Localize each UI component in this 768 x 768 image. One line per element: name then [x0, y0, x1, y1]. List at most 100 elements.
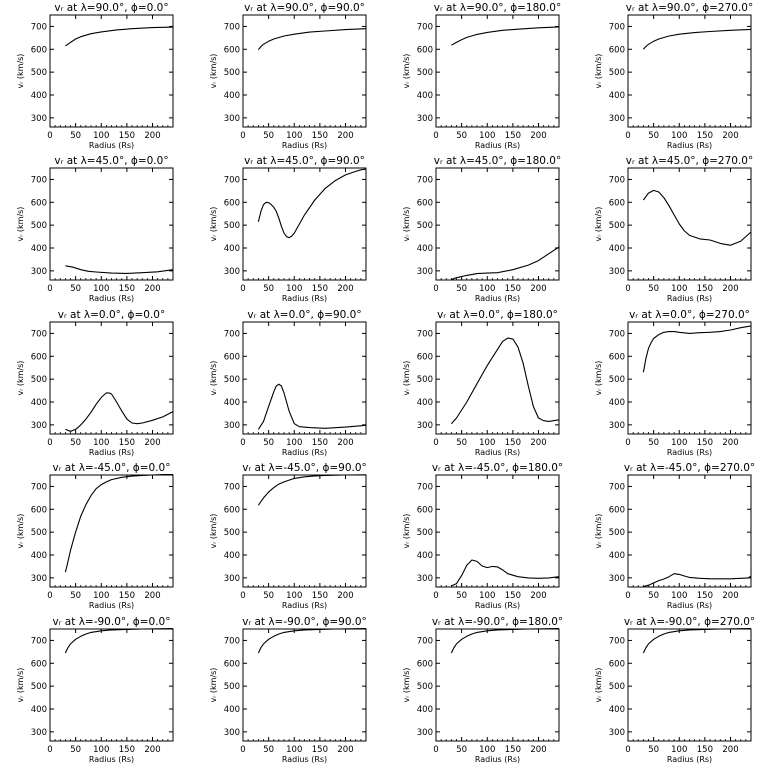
- data-line: [65, 392, 174, 432]
- y-tick-label: 300: [417, 574, 433, 584]
- data-line: [65, 26, 174, 47]
- x-tick-label: 100: [671, 745, 687, 755]
- y-tick-label: 400: [224, 398, 240, 408]
- y-tick-label: 500: [417, 68, 433, 78]
- y-tick-label: 700: [609, 636, 625, 646]
- x-tick-label: 100: [286, 438, 302, 448]
- data-line: [642, 189, 752, 246]
- y-tick-label: 300: [224, 421, 240, 431]
- x-axis-title: Radius (Rs): [667, 294, 712, 303]
- y-tick-label: 700: [224, 175, 240, 185]
- x-tick-label: 100: [479, 745, 495, 755]
- plot-frame: [435, 628, 560, 742]
- x-tick-label: 150: [505, 438, 521, 448]
- x-tick-label: 50: [70, 745, 81, 755]
- subplot-3: vᵣ at λ=90.0°, ϕ=180.0° 0 50 100 150 200 300 40…: [402, 2, 561, 150]
- x-tick-label: 200: [337, 284, 353, 294]
- x-tick-label: 100: [671, 438, 687, 448]
- y-tick-label: 400: [609, 91, 625, 101]
- y-axis-title: vᵣ (km/s): [209, 668, 218, 703]
- x-tick-label: 0: [240, 438, 245, 448]
- y-tick-label: 500: [224, 221, 240, 231]
- x-tick-label: 150: [312, 745, 328, 755]
- subplot-12: vᵣ at λ=0.0°, ϕ=270.0° 0 50 100 150 200 300 400…: [594, 309, 752, 457]
- x-axis-title: Radius (Rs): [475, 141, 520, 150]
- subplot-18: vᵣ at λ=-90.0°, ϕ=90.0° 0 50 100 150 200 300 40…: [209, 616, 367, 764]
- x-tick-label: 200: [144, 745, 160, 755]
- y-tick-label: 500: [609, 221, 625, 231]
- y-tick-label: 400: [417, 244, 433, 254]
- y-axis-title: vᵣ (km/s): [16, 514, 25, 549]
- subplot-9: vᵣ at λ=0.0°, ϕ=0.0° 0 50 100 150 200 300 400 50…: [16, 309, 174, 457]
- x-tick-label: 200: [530, 131, 546, 141]
- y-tick-label: 500: [31, 68, 47, 78]
- y-tick-label: 300: [417, 267, 433, 277]
- y-tick-label: 700: [609, 482, 625, 492]
- subplot-title: vᵣ at λ=90.0°, ϕ=0.0°: [54, 2, 168, 14]
- subplot-title: vᵣ at λ=-45.0°, ϕ=180.0°: [432, 462, 563, 474]
- x-tick-label: 200: [337, 438, 353, 448]
- x-tick-label: 150: [697, 745, 713, 755]
- y-axis-title: vᵣ (km/s): [594, 54, 603, 89]
- x-tick-label: 150: [312, 131, 328, 141]
- x-tick-label: 50: [648, 745, 659, 755]
- y-tick-label: 600: [31, 505, 47, 515]
- y-tick-label: 400: [224, 705, 240, 715]
- x-tick-label: 0: [47, 438, 52, 448]
- y-tick-label: 700: [31, 482, 47, 492]
- x-tick-label: 100: [671, 591, 687, 601]
- x-tick-label: 100: [671, 131, 687, 141]
- subplot-10: vᵣ at λ=0.0°, ϕ=90.0° 0 50 100 150 200 300 400 5…: [209, 309, 367, 457]
- y-axis-title: vᵣ (km/s): [594, 361, 603, 396]
- x-tick-label: 200: [530, 745, 546, 755]
- x-tick-label: 150: [119, 284, 135, 294]
- x-axis-title: Radius (Rs): [89, 141, 134, 150]
- y-tick-label: 500: [224, 682, 240, 692]
- subplot-20: vᵣ at λ=-90.0°, ϕ=270.0° 0 50 100 150 200 300 4…: [594, 616, 755, 764]
- y-tick-label: 600: [417, 45, 433, 55]
- y-axis-title: vᵣ (km/s): [402, 668, 411, 703]
- y-tick-label: 700: [417, 329, 433, 339]
- data-line: [257, 627, 367, 654]
- x-tick-label: 150: [505, 591, 521, 601]
- subplot-title: vᵣ at λ=90.0°, ϕ=90.0°: [244, 2, 365, 14]
- y-tick-label: 500: [609, 68, 625, 78]
- x-axis-title: Radius (Rs): [282, 448, 327, 457]
- data-line: [642, 627, 752, 654]
- x-tick-label: 0: [47, 745, 52, 755]
- subplot-title: vᵣ at λ=-45.0°, ϕ=270.0°: [624, 462, 755, 474]
- y-tick-label: 600: [31, 352, 47, 362]
- x-tick-label: 0: [625, 745, 630, 755]
- x-tick-label: 200: [144, 591, 160, 601]
- y-axis-title: vᵣ (km/s): [402, 54, 411, 89]
- subplot-5: vᵣ at λ=45.0°, ϕ=0.0° 0 50 100 150 200 300 400 5…: [16, 155, 174, 303]
- y-tick-label: 600: [417, 352, 433, 362]
- x-tick-label: 0: [625, 438, 630, 448]
- y-tick-label: 500: [417, 528, 433, 538]
- subplot-title: vᵣ at λ=-90.0°, ϕ=180.0°: [432, 616, 563, 628]
- x-tick-label: 50: [648, 438, 659, 448]
- subplot-14: vᵣ at λ=-45.0°, ϕ=90.0° 0 50 100 150 200 300 40…: [209, 462, 367, 610]
- x-tick-label: 50: [70, 284, 81, 294]
- y-tick-label: 300: [224, 267, 240, 277]
- x-tick-label: 50: [263, 438, 274, 448]
- x-axis-title: Radius (Rs): [282, 755, 327, 764]
- x-tick-label: 150: [697, 438, 713, 448]
- x-tick-label: 200: [144, 438, 160, 448]
- y-tick-label: 300: [417, 728, 433, 738]
- y-tick-label: 600: [224, 505, 240, 515]
- y-tick-label: 500: [417, 375, 433, 385]
- x-axis-title: Radius (Rs): [282, 294, 327, 303]
- plot-frame: [49, 628, 174, 742]
- subplot-4: vᵣ at λ=90.0°, ϕ=270.0° 0 50 100 150 200 300 40…: [594, 2, 753, 150]
- y-tick-label: 400: [417, 551, 433, 561]
- subplot-17: vᵣ at λ=-90.0°, ϕ=0.0° 0 50 100 150 200 300 400…: [16, 616, 174, 764]
- x-tick-label: 0: [433, 591, 438, 601]
- plot-frame: [242, 474, 367, 588]
- y-tick-label: 500: [31, 682, 47, 692]
- x-tick-label: 0: [433, 438, 438, 448]
- data-line: [451, 559, 560, 587]
- subplot-19: vᵣ at λ=-90.0°, ϕ=180.0° 0 50 100 150 200 300 4…: [402, 616, 563, 764]
- y-tick-label: 400: [31, 551, 47, 561]
- data-line: [642, 28, 752, 50]
